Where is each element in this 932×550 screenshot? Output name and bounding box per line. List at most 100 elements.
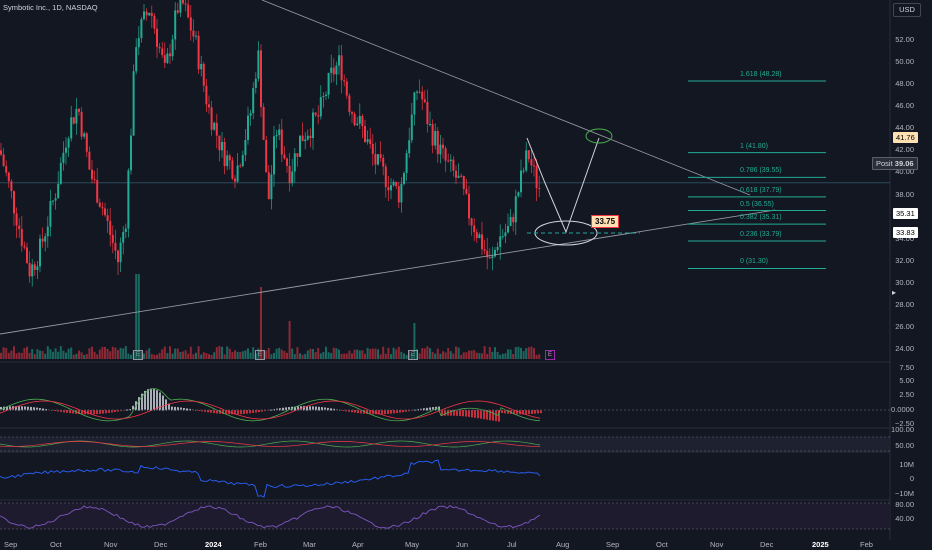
macd-histogram-bar [69,410,71,414]
volume-bar [28,352,31,359]
volume-bar [239,352,242,359]
earnings-marker-upcoming[interactable]: E [545,350,555,360]
volume-bar [312,349,314,359]
volume-bar [192,354,195,359]
candle-body [434,130,437,146]
macd-histogram-bar [456,410,458,416]
volume-bar [39,350,41,359]
volume-bar [257,348,260,359]
candle-body [7,172,10,182]
volume-bar [114,347,117,359]
candle-body [405,153,408,174]
price-axis-tick: 42.00 [895,145,914,155]
candle-body [26,247,28,263]
candle-body [499,236,502,247]
macd-histogram-bar [252,410,254,413]
candle-body [452,159,455,171]
candle-body [158,46,161,49]
macd-histogram-bar [444,410,446,416]
volume-bar [379,354,382,359]
macd-histogram-bar [63,410,65,413]
time-axis-tick: Oct [656,540,668,549]
volume-bar [83,354,86,359]
candle-body [293,153,296,172]
volume-bar [332,347,335,359]
macd-histogram-bar [0,406,2,411]
candle-body [252,87,255,114]
candle-body [447,160,450,162]
volume-bar [7,352,10,359]
macd-histogram-bar [18,406,20,411]
candle-body [468,193,470,219]
candle-body [481,234,483,250]
macd-histogram-bar [120,410,122,412]
volume-bar [153,354,156,359]
candle-body [465,188,468,194]
volume-bar [481,353,483,359]
volume-bar [413,323,416,359]
macd-histogram-bar [381,410,383,415]
volume-bar [57,351,60,359]
volume-bar [439,353,442,359]
candle-body [239,165,242,167]
candle-body [299,135,301,157]
macd-histogram-bar [72,410,74,414]
macd-histogram-bar [66,410,68,413]
macd-histogram-bar [384,410,386,415]
macd-histogram-bar [405,410,407,412]
macd-histogram-bar [240,410,242,415]
volume-bar [143,353,145,359]
macd-histogram-bar [522,410,524,415]
macd-histogram-bar [261,410,263,412]
earnings-marker[interactable]: E [255,350,265,360]
macd-axis-tick: 0.0000 [891,405,914,414]
resistance-trendline [261,0,751,196]
volume-bar [93,351,96,359]
macd-histogram-bar [321,407,323,411]
candle-body [234,178,236,182]
candle-body [527,150,530,160]
candle-body [478,234,481,239]
volume-bar [327,352,330,359]
volume-bar [117,350,119,359]
volume-bar [330,353,333,359]
volume-bar [509,349,512,359]
volume-bar [252,347,255,359]
macd-histogram-bar [108,410,110,413]
candle-body [335,65,338,75]
macd-histogram-bar [351,410,353,413]
candle-body [109,220,112,235]
scroll-right-icon[interactable]: ▸ [892,288,897,297]
volume-bar [226,346,229,359]
macd-histogram-bar [342,410,344,411]
fib-level-label: 0.236 (33.79) [740,230,782,238]
volume-bar [13,346,15,359]
volume-bar [499,354,502,359]
volume-bar [452,353,455,359]
earnings-marker[interactable]: E [133,350,143,360]
currency-selector[interactable]: USD [893,3,921,17]
macd-histogram-bar [57,410,59,412]
volume-bar [244,350,247,359]
earnings-marker[interactable]: E [408,350,418,360]
time-axis-tick: Jun [456,540,469,549]
rsi-axis-tick: 50.00 [895,441,914,450]
volume-bar [80,352,83,359]
candle-body [423,99,426,102]
volume-bar [122,348,125,359]
macd-histogram-bar [42,408,44,411]
volume-bar [200,354,203,359]
candle-body [395,181,398,187]
macd-histogram-bar [477,410,479,419]
candle-body [13,191,15,214]
macd-histogram-bar [390,410,392,414]
candle-body [413,92,416,115]
candle-body [509,216,512,226]
volume-bar [262,350,265,359]
candle-body [533,165,535,167]
macd-histogram-bar [198,410,200,411]
volume-bar [20,352,23,359]
macd-histogram-bar [408,410,410,412]
macd-axis-tick: 5.00 [899,376,914,385]
